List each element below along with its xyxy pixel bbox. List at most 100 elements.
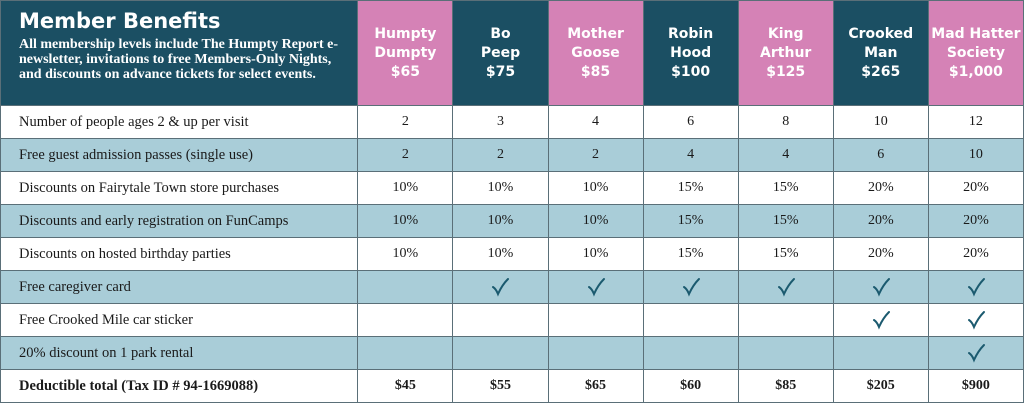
value-cell: 10% (452, 237, 549, 271)
table-row: Discounts on hosted birthday parties 10% 1… (0, 237, 1024, 271)
row-label: Discounts on Fairytale Town store purcha… (0, 171, 359, 205)
value-cell: 2 (357, 105, 454, 139)
level-name: Mad Hatter (931, 25, 1021, 42)
value-cell: 6 (832, 138, 929, 172)
value-cell: 10% (357, 237, 454, 271)
check-icon (967, 311, 985, 330)
level-name: Goose (571, 44, 620, 61)
level-name: Hood (670, 44, 712, 61)
value-cell: 12 (927, 105, 1024, 139)
value-cell: 20% (832, 204, 929, 238)
check-cell (547, 270, 644, 304)
value-cell: 4 (642, 138, 739, 172)
title: Member Benefits (19, 9, 221, 33)
column-header: Mad Hatter Society $1,000 (927, 0, 1024, 106)
empty-cell (642, 303, 739, 337)
empty-cell (547, 336, 644, 370)
value-cell: $900 (927, 369, 1024, 403)
column-header: King Arthur $125 (737, 0, 834, 106)
value-cell: 2 (357, 138, 454, 172)
row-label: Discounts and early registration on FunC… (0, 204, 359, 238)
check-icon (872, 311, 890, 330)
check-icon (872, 278, 890, 297)
value-cell: 10% (357, 204, 454, 238)
check-stroke (777, 278, 795, 297)
value-cell: 4 (547, 105, 644, 139)
empty-cell (452, 303, 549, 337)
value-cell: 20% (927, 204, 1024, 238)
level-name: Crooked (848, 25, 914, 42)
value-cell: 10 (832, 105, 929, 139)
check-icon (682, 278, 700, 297)
level-price: $65 (390, 63, 420, 80)
empty-cell (357, 303, 454, 337)
description: All membership levels include The Humpty… (19, 37, 339, 82)
value-cell: 10% (452, 204, 549, 238)
level-name: Peep (480, 44, 521, 61)
empty-cell (547, 303, 644, 337)
value-cell: 2 (547, 138, 644, 172)
table-row: Free guest admission passes (single use)… (0, 138, 1024, 172)
level-name: Humpty (374, 25, 437, 42)
column-header: Bo Peep $75 (452, 0, 549, 106)
value-cell: 10% (547, 204, 644, 238)
table-row: Deductible total (Tax ID # 94-1669088) $4… (0, 369, 1024, 403)
check-stroke (967, 311, 985, 330)
level-name: King (767, 25, 804, 42)
check-cell (927, 336, 1024, 370)
column-header: Crooked Man $265 (832, 0, 929, 106)
value-cell: $55 (452, 369, 549, 403)
level-name: Society (946, 44, 1005, 61)
value-cell: 15% (737, 171, 834, 205)
row-label: Deductible total (Tax ID # 94-1669088) (0, 369, 359, 403)
level-price: $100 (671, 63, 711, 80)
row-label: Discounts on hosted birthday parties (0, 237, 359, 271)
empty-cell (642, 336, 739, 370)
header-row: Member Benefits All membership levels in… (0, 0, 1024, 106)
level-name: Mother (567, 25, 624, 42)
table-body: Number of people ages 2 & up per visit 2 3… (0, 105, 1024, 403)
empty-cell (832, 336, 929, 370)
value-cell: 20% (927, 171, 1024, 205)
value-cell: 3 (452, 105, 549, 139)
value-cell: 15% (642, 204, 739, 238)
check-icon (967, 344, 985, 363)
row-label: Free caregiver card (0, 270, 359, 304)
value-cell: $65 (547, 369, 644, 403)
check-cell (832, 303, 929, 337)
check-stroke (492, 278, 510, 297)
value-cell: 15% (737, 204, 834, 238)
check-stroke (682, 278, 700, 297)
table-row: Discounts and early registration on FunC… (0, 204, 1024, 238)
value-cell: 10% (547, 171, 644, 205)
column-header: Humpty Dumpty $65 (357, 0, 454, 106)
value-cell: $205 (832, 369, 929, 403)
value-cell: 15% (737, 237, 834, 271)
check-stroke (872, 278, 890, 297)
check-stroke (587, 278, 605, 297)
row-label: Free guest admission passes (single use) (0, 138, 359, 172)
table-row: 20% discount on 1 park rental (0, 336, 1024, 370)
check-icon (777, 278, 795, 297)
value-cell: $60 (642, 369, 739, 403)
check-stroke (967, 344, 985, 363)
value-cell: 10 (927, 138, 1024, 172)
table-row: Discounts on Fairytale Town store purcha… (0, 171, 1024, 205)
value-cell: 15% (642, 171, 739, 205)
empty-cell (737, 336, 834, 370)
level-price: $1,000 (948, 63, 1003, 80)
level-name: Bo (490, 25, 511, 42)
check-cell (642, 270, 739, 304)
check-icon (587, 278, 605, 297)
empty-cell (357, 270, 454, 304)
value-cell: 8 (737, 105, 834, 139)
value-cell: 10% (452, 171, 549, 205)
value-cell: 10% (357, 171, 454, 205)
table-row: Number of people ages 2 & up per visit 2 3… (0, 105, 1024, 139)
value-cell: 20% (927, 237, 1024, 271)
value-cell: $45 (357, 369, 454, 403)
value-cell: 4 (737, 138, 834, 172)
check-cell (927, 303, 1024, 337)
